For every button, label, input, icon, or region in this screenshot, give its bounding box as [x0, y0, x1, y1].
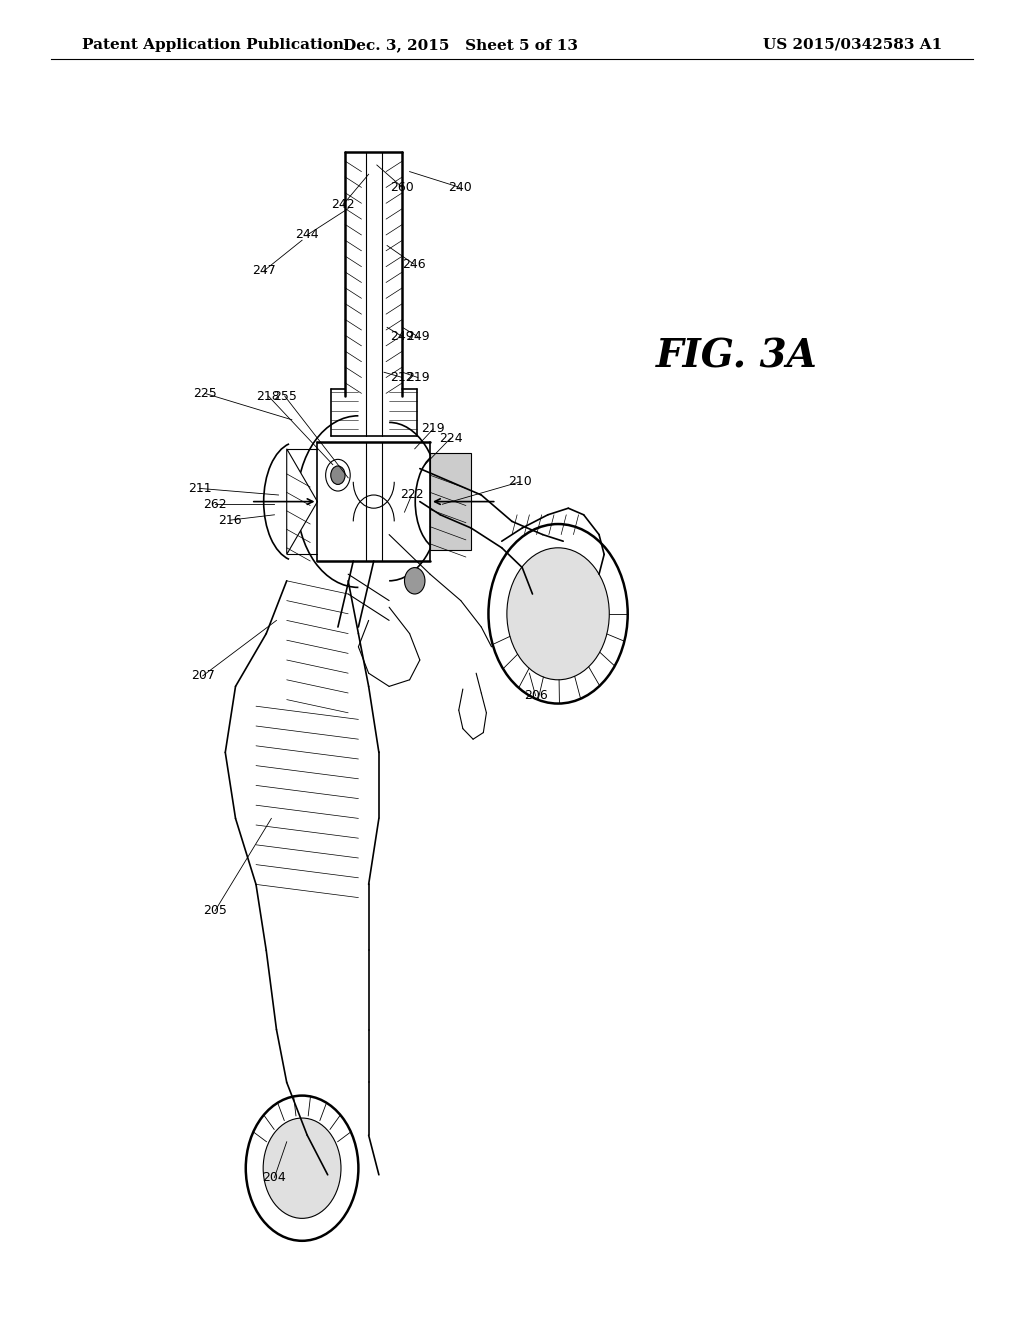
Text: 225: 225 [193, 387, 217, 400]
Circle shape [331, 466, 345, 484]
Circle shape [246, 1096, 358, 1241]
Text: 255: 255 [272, 389, 297, 403]
Text: 212: 212 [390, 371, 415, 384]
Polygon shape [287, 449, 317, 554]
Circle shape [404, 568, 425, 594]
Text: Dec. 3, 2015   Sheet 5 of 13: Dec. 3, 2015 Sheet 5 of 13 [343, 38, 579, 51]
Text: 210: 210 [508, 475, 532, 488]
Text: Patent Application Publication: Patent Application Publication [82, 38, 344, 51]
Circle shape [263, 1118, 341, 1218]
Text: 222: 222 [399, 488, 424, 502]
Text: US 2015/0342583 A1: US 2015/0342583 A1 [763, 38, 942, 51]
Text: 246: 246 [401, 257, 426, 271]
Text: 247: 247 [252, 264, 276, 277]
Text: 249: 249 [406, 330, 430, 343]
Polygon shape [430, 453, 471, 550]
Text: 205: 205 [203, 904, 227, 917]
Text: 262: 262 [203, 498, 227, 511]
Text: 211: 211 [187, 482, 212, 495]
Text: 219: 219 [421, 422, 445, 436]
Text: FIG. 3A: FIG. 3A [656, 338, 818, 375]
Text: 249: 249 [390, 330, 415, 343]
Text: 204: 204 [262, 1171, 287, 1184]
Text: 242: 242 [331, 198, 355, 211]
Circle shape [326, 459, 350, 491]
Text: 218: 218 [256, 389, 281, 403]
Text: 207: 207 [190, 669, 215, 682]
Text: 216: 216 [218, 513, 243, 527]
Circle shape [488, 524, 628, 704]
Text: 244: 244 [295, 228, 319, 242]
Text: 224: 224 [438, 432, 463, 445]
Text: 206: 206 [523, 689, 548, 702]
Circle shape [507, 548, 609, 680]
Text: 219: 219 [406, 371, 430, 384]
Text: 260: 260 [390, 181, 415, 194]
Text: 240: 240 [447, 181, 472, 194]
